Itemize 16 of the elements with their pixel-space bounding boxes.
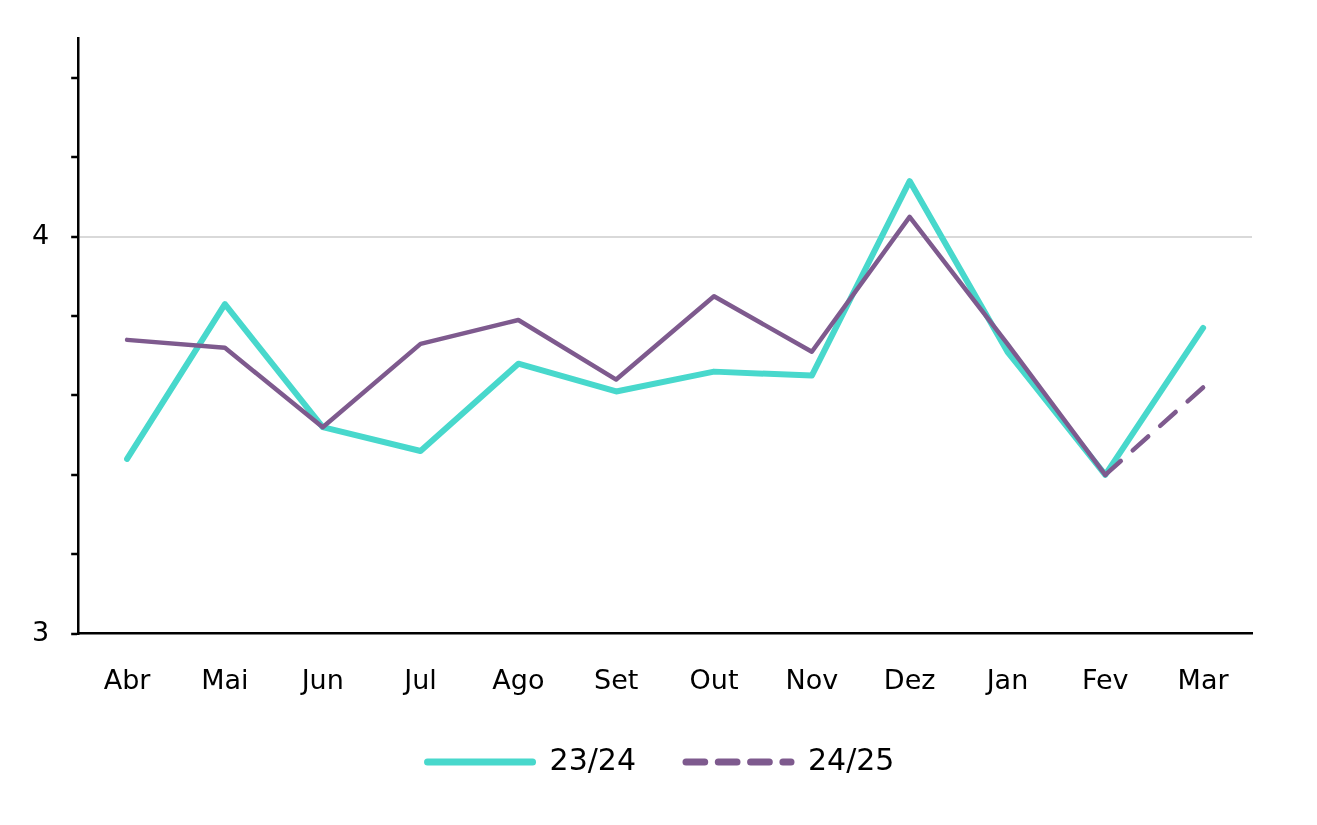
x-tick-label: Abr bbox=[103, 663, 152, 695]
y-tick-label: 3 bbox=[31, 615, 50, 647]
x-tick-label: Mai bbox=[201, 663, 249, 695]
x-tick-label: Dez bbox=[883, 663, 936, 695]
x-tick-label: Jul bbox=[402, 663, 437, 695]
x-tick-label: Mar bbox=[1177, 663, 1230, 695]
legend-label: 23/24 bbox=[549, 741, 637, 777]
x-tick-label: Fev bbox=[1081, 663, 1129, 695]
x-tick-label: Jan bbox=[984, 663, 1029, 695]
legend-label: 24/25 bbox=[808, 741, 895, 777]
x-tick-label: Ago bbox=[492, 663, 545, 695]
x-tick-label: Nov bbox=[785, 663, 839, 695]
x-tick-label: Set bbox=[594, 663, 639, 695]
x-tick-label: Out bbox=[689, 663, 739, 695]
y-tick-label: 4 bbox=[31, 218, 50, 250]
x-tick-label: Jun bbox=[299, 663, 344, 695]
